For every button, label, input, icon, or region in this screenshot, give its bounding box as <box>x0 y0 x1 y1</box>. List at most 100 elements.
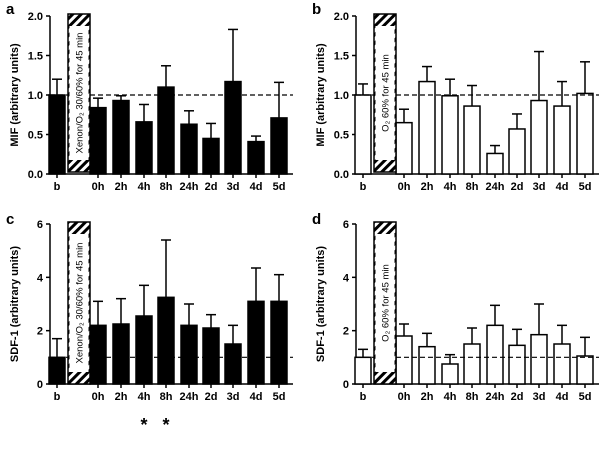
bar-5d <box>270 117 288 175</box>
x-tick-label: 4d <box>556 391 569 403</box>
x-tick-label: 5d <box>273 391 286 403</box>
y-tick-label: 0.5 <box>334 130 349 142</box>
x-tick-label: 2d <box>511 391 524 403</box>
panel-label: b <box>312 1 321 18</box>
bar-2h <box>112 323 130 385</box>
bar-24h <box>180 123 198 175</box>
y-tick-label: 2 <box>343 326 349 338</box>
bar-0h <box>395 121 413 175</box>
panel-b: b MIF (arbitrary units) 0.0 0.5 1.0 1.5 2.0 b 0h… <box>312 1 599 193</box>
y-tick-label: 1.5 <box>28 51 43 63</box>
y-tick-label: 0 <box>343 379 349 391</box>
bar-4d <box>553 105 571 175</box>
bar-8h <box>157 296 175 385</box>
y-tick-label: 2 <box>37 326 43 338</box>
x-tick-label: 24h <box>180 391 199 403</box>
bar-2d <box>202 137 220 175</box>
bar-24h <box>486 152 504 175</box>
significance-marker: * <box>140 415 147 435</box>
bar-4d <box>247 300 265 385</box>
x-tick-label: 2d <box>205 181 218 193</box>
bar-5d <box>270 300 288 385</box>
panel-d: d SDF-1 (arbitrary units) 0 2 4 6 b 0h 2h 4h 8h 24h… <box>312 211 599 403</box>
x-tick-label: 24h <box>180 181 199 193</box>
bar-4d <box>553 343 571 385</box>
x-tick-label: 2d <box>511 181 524 193</box>
bar-0h <box>89 324 107 385</box>
treatment-label: Xenon/O₂ 30/60% for 45 min <box>75 243 86 364</box>
y-tick-label: 2.0 <box>28 11 43 23</box>
y-tick-label: 1.0 <box>28 90 43 102</box>
bar-3d <box>530 333 548 385</box>
bar-b <box>354 356 372 385</box>
treatment-label: O₂ 60% for 45 min <box>381 54 392 132</box>
x-tick-label: 5d <box>579 181 592 193</box>
x-tick-label: 4d <box>556 181 569 193</box>
bar-4h <box>441 363 459 385</box>
x-tick-label: 4h <box>444 181 457 193</box>
x-tick-label: 4d <box>250 391 263 403</box>
bar-b <box>48 94 66 175</box>
x-tick-label: 4d <box>250 181 263 193</box>
bar-8h <box>157 86 175 175</box>
treatment-label-window <box>375 26 395 160</box>
x-tick-label: 3d <box>533 181 546 193</box>
bar-5d <box>576 92 594 175</box>
x-tick-label: 4h <box>138 181 151 193</box>
treatment-label-window <box>375 234 395 372</box>
x-tick-label: 8h <box>160 391 173 403</box>
x-tick-label: 2d <box>205 391 218 403</box>
bar-4h <box>135 315 153 385</box>
panel-label: c <box>6 211 14 228</box>
x-tick-label: 8h <box>466 391 479 403</box>
x-tick-label: 3d <box>227 391 240 403</box>
panel-label: a <box>6 1 15 18</box>
bar-0h <box>395 335 413 385</box>
y-tick-label: 4 <box>343 272 350 284</box>
x-tick-label: 2h <box>421 391 434 403</box>
x-tick-label: 0h <box>92 181 105 193</box>
treatment-label-window <box>69 234 89 372</box>
y-tick-label: 1.5 <box>334 51 349 63</box>
x-tick-label: 8h <box>160 181 173 193</box>
y-axis-label: SDF-1 (arbitrary units) <box>9 246 21 362</box>
x-tick-label: 0h <box>92 391 105 403</box>
y-tick-label: 2.0 <box>334 11 349 23</box>
x-tick-label: 8h <box>466 181 479 193</box>
x-tick-label: b <box>360 181 367 193</box>
y-tick-label: 0.0 <box>28 169 43 181</box>
bar-8h <box>463 343 481 385</box>
x-tick-label: 24h <box>486 391 505 403</box>
panel-label: d <box>312 211 321 228</box>
x-tick-label: 2h <box>421 181 434 193</box>
x-tick-label: 0h <box>398 391 411 403</box>
y-tick-label: 0.0 <box>334 169 349 181</box>
x-tick-label: 3d <box>533 391 546 403</box>
x-tick-label: 2h <box>115 181 128 193</box>
y-axis-label: MIF (arbitrary units) <box>315 43 327 147</box>
x-tick-label: 3d <box>227 181 240 193</box>
bar-24h <box>486 324 504 385</box>
bar-b <box>48 356 66 385</box>
bar-0h <box>89 106 107 175</box>
x-tick-label: 4h <box>444 391 457 403</box>
y-tick-label: 1.0 <box>334 90 349 102</box>
bar-4d <box>247 140 265 175</box>
x-tick-label: 4h <box>138 391 151 403</box>
treatment-label: O₂ 60% for 45 min <box>381 264 392 342</box>
treatment-label: Xenon/O₂ 30/60% for 45 min <box>75 33 86 154</box>
x-tick-label: 5d <box>273 181 286 193</box>
y-tick-label: 6 <box>343 219 349 231</box>
bar-3d <box>224 343 242 385</box>
bar-5d <box>576 355 594 385</box>
y-tick-label: 4 <box>37 272 44 284</box>
bar-2d <box>508 344 526 385</box>
x-tick-label: b <box>54 391 61 403</box>
y-tick-label: 6 <box>37 219 43 231</box>
panel-c: c SDF-1 (arbitrary units) 0 2 4 6 b 0h 2h 4h 8h 24h… <box>6 211 293 435</box>
y-axis-label: SDF-1 (arbitrary units) <box>315 246 327 362</box>
y-axis-label: MIF (arbitrary units) <box>9 43 21 147</box>
x-tick-label: b <box>360 391 367 403</box>
